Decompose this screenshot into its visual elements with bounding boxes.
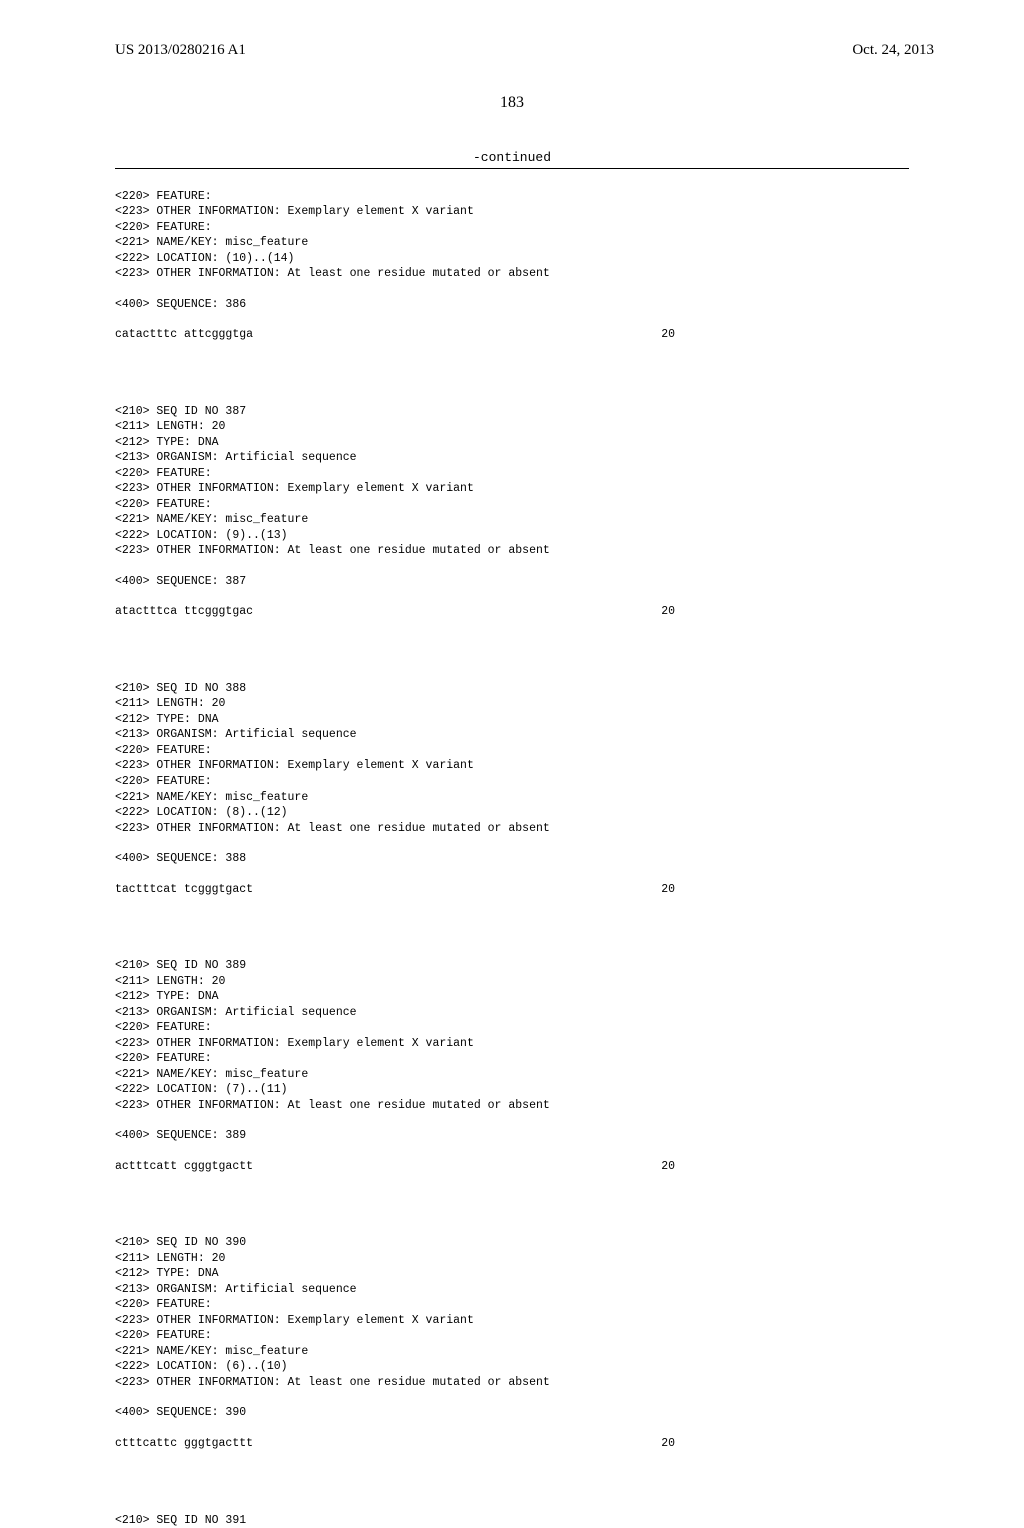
feature-line: <211> LENGTH: 20 [115,1252,225,1265]
sequence-text: tactttcat tcgggtgact [115,882,253,898]
sequence-label: <400> SEQUENCE: 386 [115,298,246,311]
page-number: 183 [0,94,1024,112]
feature-line: <222> LOCATION: (10)..(14) [115,252,294,265]
publication-date: Oct. 24, 2013 [852,42,934,59]
feature-line: <210> SEQ ID NO 390 [115,1236,246,1249]
feature-line: <221> NAME/KEY: misc_feature [115,791,308,804]
sequence-length: 20 [661,604,675,620]
sequence-text: actttcatt cgggtgactt [115,1159,253,1175]
feature-line: <223> OTHER INFORMATION: Exemplary eleme… [115,482,474,495]
feature-line: <223> OTHER INFORMATION: At least one re… [115,267,550,280]
feature-line: <213> ORGANISM: Artificial sequence [115,451,357,464]
feature-line: <221> NAME/KEY: misc_feature [115,1345,308,1358]
feature-line: <223> OTHER INFORMATION: At least one re… [115,1376,550,1389]
feature-line: <211> LENGTH: 20 [115,420,225,433]
seq-entry: <210> SEQ ID NO 390 <211> LENGTH: 20 <21… [115,1235,909,1451]
sequence-length: 20 [661,327,675,343]
feature-line: <223> OTHER INFORMATION: Exemplary eleme… [115,1314,474,1327]
feature-line: <220> FEATURE: [115,1329,212,1342]
feature-line: <222> LOCATION: (9)..(13) [115,529,288,542]
feature-line: <223> OTHER INFORMATION: Exemplary eleme… [115,759,474,772]
feature-line: <210> SEQ ID NO 387 [115,405,246,418]
feature-line: <221> NAME/KEY: misc_feature [115,236,308,249]
sequence-label: <400> SEQUENCE: 388 [115,852,246,865]
feature-line: <222> LOCATION: (7)..(11) [115,1083,288,1096]
feature-line: <212> TYPE: DNA [115,436,219,449]
seq-entry: <210> SEQ ID NO 387 <211> LENGTH: 20 <21… [115,404,909,620]
feature-line: <223> OTHER INFORMATION: At least one re… [115,1099,550,1112]
sequence-text: atactttca ttcgggtgac [115,604,253,620]
sequence-text: catactttc attcgggtga [115,327,253,343]
feature-line: <213> ORGANISM: Artificial sequence [115,728,357,741]
feature-line: <213> ORGANISM: Artificial sequence [115,1006,357,1019]
sequence-label: <400> SEQUENCE: 390 [115,1406,246,1419]
feature-line: <223> OTHER INFORMATION: At least one re… [115,822,550,835]
feature-line: <212> TYPE: DNA [115,713,219,726]
feature-line: <212> TYPE: DNA [115,1267,219,1280]
feature-line: <212> TYPE: DNA [115,990,219,1003]
feature-line: <222> LOCATION: (6)..(10) [115,1360,288,1373]
sequence-length: 20 [661,1159,675,1175]
seq-entry: <220> FEATURE: <223> OTHER INFORMATION: … [115,189,909,343]
feature-line: <210> SEQ ID NO 389 [115,959,246,972]
sequence-label: <400> SEQUENCE: 389 [115,1129,246,1142]
page-header: US 2013/0280216 A1 Oct. 24, 2013 [0,0,1024,59]
feature-line: <220> FEATURE: [115,190,212,203]
feature-line: <221> NAME/KEY: misc_feature [115,1068,308,1081]
feature-line: <220> FEATURE: [115,467,212,480]
sequence-length: 20 [661,1436,675,1452]
feature-line: <223> OTHER INFORMATION: At least one re… [115,544,550,557]
feature-line: <223> OTHER INFORMATION: Exemplary eleme… [115,1037,474,1050]
sequence-length: 20 [661,882,675,898]
feature-line: <220> FEATURE: [115,498,212,511]
feature-line: <213> ORGANISM: Artificial sequence [115,1283,357,1296]
feature-line: <220> FEATURE: [115,775,212,788]
sequence-label: <400> SEQUENCE: 387 [115,575,246,588]
sequence-text: ctttcattc gggtgacttt [115,1436,253,1452]
feature-line: <220> FEATURE: [115,221,212,234]
feature-line: <221> NAME/KEY: misc_feature [115,513,308,526]
continued-label: -continued [0,150,1024,165]
feature-line: <211> LENGTH: 20 [115,697,225,710]
seq-entry: <210> SEQ ID NO 389 <211> LENGTH: 20 <21… [115,958,909,1174]
feature-line: <210> SEQ ID NO 388 [115,682,246,695]
feature-line: <220> FEATURE: [115,1052,212,1065]
trailing-line: <210> SEQ ID NO 391 [115,1514,246,1527]
feature-line: <220> FEATURE: [115,744,212,757]
feature-line: <222> LOCATION: (8)..(12) [115,806,288,819]
sequence-listing-content: <220> FEATURE: <223> OTHER INFORMATION: … [0,173,1024,1528]
feature-line: <223> OTHER INFORMATION: Exemplary eleme… [115,205,474,218]
feature-line: <220> FEATURE: [115,1298,212,1311]
feature-line: <211> LENGTH: 20 [115,975,225,988]
seq-entry: <210> SEQ ID NO 388 <211> LENGTH: 20 <21… [115,681,909,897]
feature-line: <220> FEATURE: [115,1021,212,1034]
divider-line [115,168,909,169]
publication-number: US 2013/0280216 A1 [115,42,246,59]
